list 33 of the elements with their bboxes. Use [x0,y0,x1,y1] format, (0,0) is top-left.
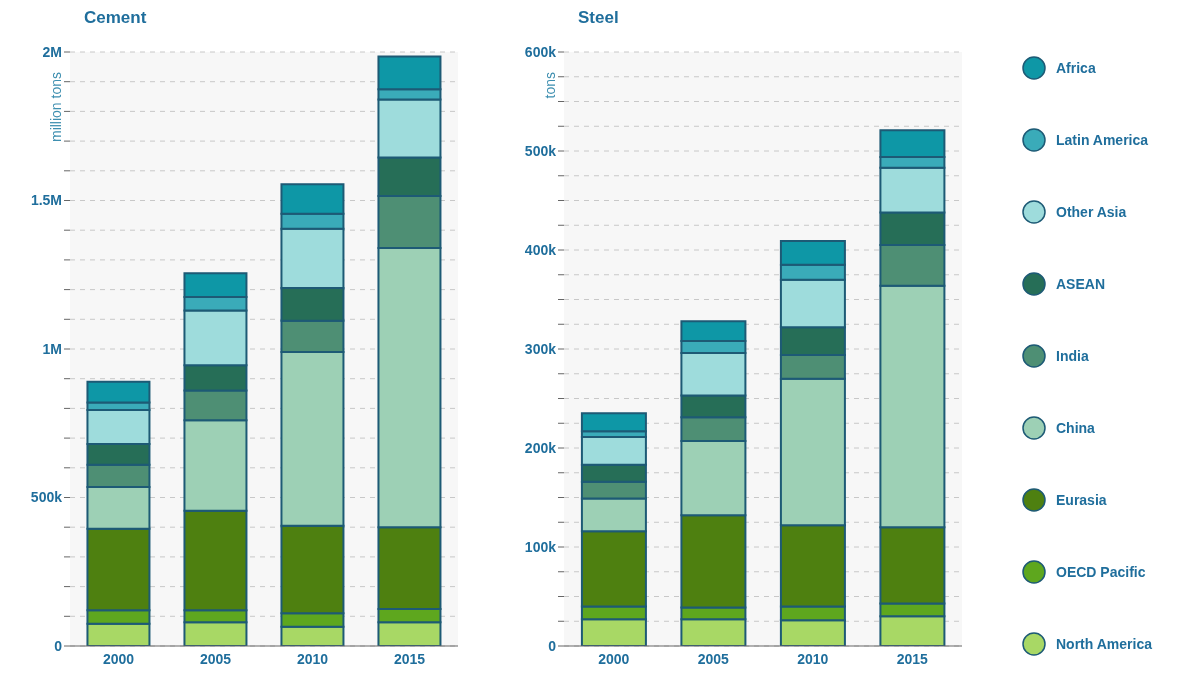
legend-label: Other Asia [1056,204,1127,220]
y-tick-label: 0 [548,637,557,654]
x-tick-label: 2010 [296,650,329,667]
x-tick-label: 2005 [697,650,730,667]
legend-label: North America [1056,636,1152,652]
y-axis-title: million tons [48,72,64,143]
y-axis-title: tons [542,72,558,99]
chart-title: Steel [578,8,619,28]
y-tick-label: 1M [42,340,62,357]
legend-label: Latin America [1056,132,1149,148]
y-tick-label: 500k [30,489,63,506]
legend-label: Eurasia [1056,492,1107,508]
x-tick-label: 2000 [102,650,135,667]
legend-label: ASEAN [1056,276,1106,292]
y-tick-label: 0 [54,637,63,654]
x-tick-label: 2015 [896,650,929,667]
y-tick-label: 2M [42,43,62,60]
y-tick-label: 1.5M [30,192,62,209]
x-tick-label: 2015 [393,650,426,667]
y-tick-label: 200k [524,439,557,456]
legend-label: China [1056,420,1095,436]
legend-label: Africa [1056,60,1096,76]
x-tick-label: 2005 [199,650,232,667]
y-tick-label: 300k [524,340,557,357]
y-tick-label: 600k [524,43,557,60]
x-tick-label: 2000 [598,650,630,667]
y-tick-label: 500k [524,142,557,159]
y-tick-label: 400k [524,241,557,258]
chart-title: Cement [84,8,147,28]
x-tick-label: 2010 [797,650,829,667]
y-tick-label: 100k [524,538,557,555]
legend-label: India [1056,348,1089,364]
legend-label: OECD Pacific [1056,564,1146,580]
